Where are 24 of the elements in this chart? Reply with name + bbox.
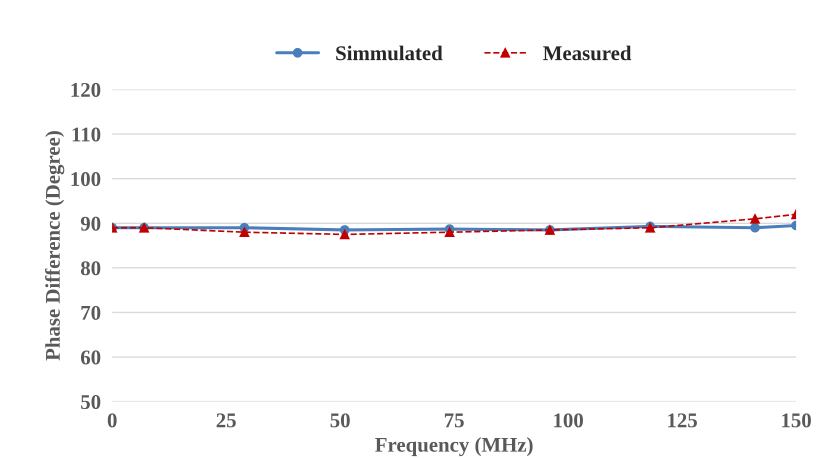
x-tick-label: 100 bbox=[554, 413, 583, 428]
y-tick-label: 120 bbox=[72, 82, 100, 97]
y-axis-title: Phase Difference (Degree) bbox=[45, 131, 64, 361]
x-tick-label: 125 bbox=[668, 413, 697, 428]
y-tick-label: 50 bbox=[81, 395, 100, 410]
x-tick-label: 75 bbox=[444, 414, 464, 428]
point bbox=[340, 230, 350, 240]
x-tick-label: 150 bbox=[782, 413, 811, 428]
legend-label: Measured bbox=[543, 46, 632, 60]
y-tick-label: 60 bbox=[80, 350, 100, 364]
y-tick-label: 100 bbox=[72, 172, 100, 186]
x-tick-label: 0 bbox=[108, 413, 117, 428]
x-tick-label: 25 bbox=[216, 413, 236, 428]
point bbox=[444, 227, 454, 238]
y-tick-label: 90 bbox=[80, 216, 100, 231]
point bbox=[750, 214, 760, 224]
y-tick-label: 110 bbox=[72, 127, 100, 142]
point bbox=[240, 227, 250, 238]
x-axis-title: Frequency (MHz) bbox=[375, 437, 533, 456]
y-tick-label: 70 bbox=[81, 306, 100, 320]
x-tick-label: 50 bbox=[330, 413, 350, 428]
y-tick-label: 80 bbox=[80, 261, 100, 276]
legend-label: Simmulated bbox=[336, 46, 443, 60]
point bbox=[750, 222, 760, 233]
